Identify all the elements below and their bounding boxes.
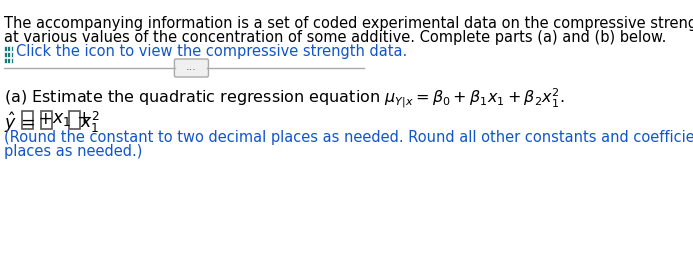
FancyBboxPatch shape [42,111,52,129]
FancyBboxPatch shape [10,58,13,63]
FancyBboxPatch shape [4,58,7,63]
Text: $x_1$ +: $x_1$ + [52,110,93,128]
Text: (a) Estimate the quadratic regression equation $\mu_{Y|x} = \beta_0 + \beta_1 x_: (a) Estimate the quadratic regression eq… [4,86,565,110]
FancyBboxPatch shape [10,52,13,57]
Text: +: + [33,110,59,128]
FancyBboxPatch shape [4,46,7,51]
Text: $x_1^2$: $x_1^2$ [80,110,100,135]
Text: places as needed.): places as needed.) [4,144,143,159]
Text: at various values of the concentration of some additive. Complete parts (a) and : at various values of the concentration o… [4,30,667,45]
Text: ...: ... [186,62,197,72]
FancyBboxPatch shape [175,59,209,77]
FancyBboxPatch shape [69,111,80,129]
Text: (Round the constant to two decimal places as needed. Round all other constants a: (Round the constant to two decimal place… [4,130,693,145]
FancyBboxPatch shape [8,46,10,51]
Text: The accompanying information is a set of coded experimental data on the compress: The accompanying information is a set of… [4,16,693,31]
Text: Click the icon to view the compressive strength data.: Click the icon to view the compressive s… [16,44,407,59]
FancyBboxPatch shape [10,46,13,51]
FancyBboxPatch shape [22,111,33,129]
FancyBboxPatch shape [8,52,10,57]
FancyBboxPatch shape [8,58,10,63]
FancyBboxPatch shape [4,52,7,57]
Text: $\hat{y}$ =: $\hat{y}$ = [4,110,37,135]
